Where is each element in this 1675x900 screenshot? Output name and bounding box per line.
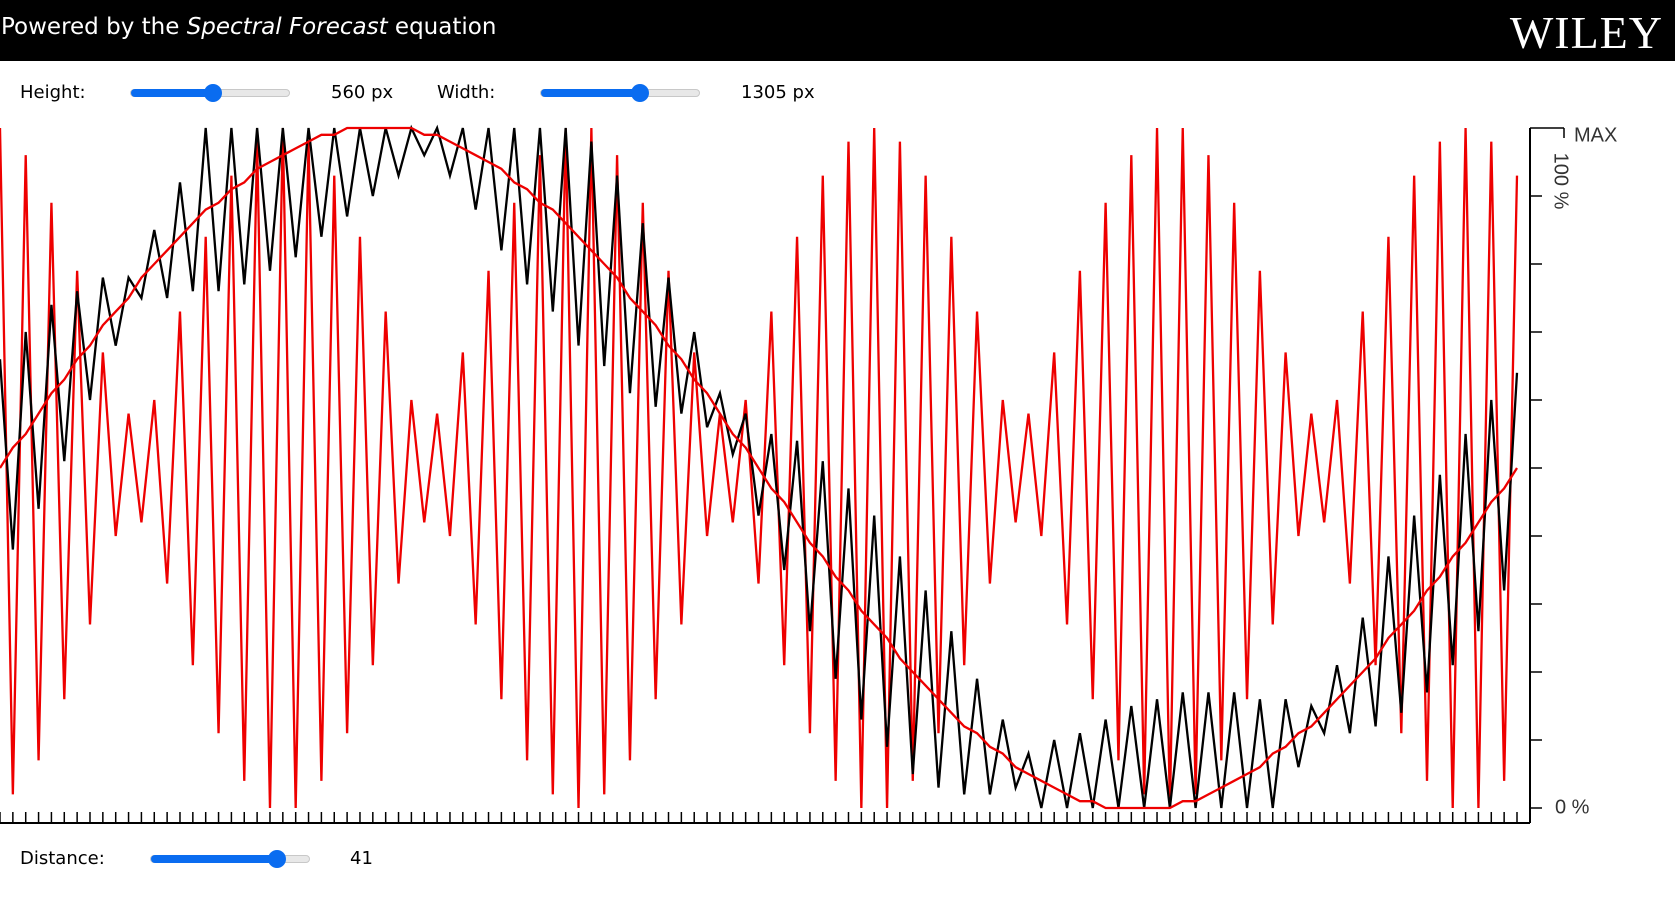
slider-thumb[interactable] <box>268 850 286 868</box>
title-emphasis: Spectral Forecast <box>186 14 388 40</box>
header-title: Powered by the Spectral Forecast equatio… <box>1 14 496 40</box>
slider-thumb[interactable] <box>631 84 649 102</box>
header-bar: Powered by the Spectral Forecast equatio… <box>0 0 1675 61</box>
width-slider[interactable] <box>540 84 700 102</box>
distance-slider[interactable] <box>150 850 310 868</box>
y-tick-label: 0 % <box>1555 796 1590 818</box>
y-axis-label: 100 % <box>1550 153 1572 210</box>
slider-thumb[interactable] <box>204 84 222 102</box>
height-slider[interactable] <box>130 84 290 102</box>
control-value: 560 px <box>331 82 394 103</box>
data-line <box>0 127 1519 809</box>
control-label: Distance: <box>20 848 105 869</box>
slider-fill <box>131 89 213 97</box>
data-line <box>0 126 1518 810</box>
control-value: 41 <box>350 848 373 869</box>
title-text: equation <box>387 14 497 40</box>
slider-fill <box>541 89 640 97</box>
control-label: Height: <box>20 82 86 103</box>
title-text: Powered by the <box>1 14 187 40</box>
control-value: 1305 px <box>741 82 815 103</box>
slider-fill <box>151 855 277 863</box>
control-label: Width: <box>437 82 496 103</box>
logo: WILEY <box>1509 7 1663 58</box>
data-line <box>0 124 1519 809</box>
y-tick-label: MAX <box>1574 124 1617 146</box>
